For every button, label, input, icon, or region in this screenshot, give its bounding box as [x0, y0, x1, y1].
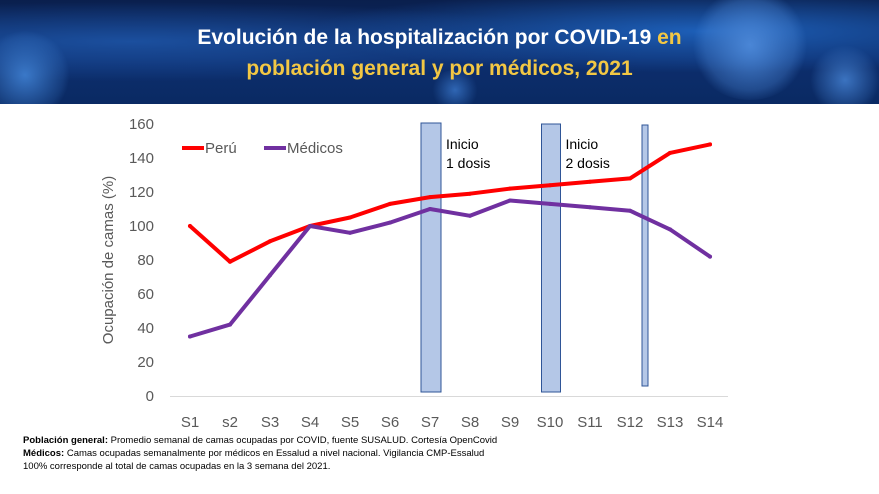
- series-1-point: [548, 183, 552, 188]
- vaccine-marker-label-1-line2: 1 dosis: [446, 155, 490, 171]
- x-tick-label: S4: [301, 414, 319, 431]
- y-tick-label: 0: [146, 388, 154, 405]
- series-line-1: [188, 142, 712, 264]
- x-tick-label: S11: [577, 414, 603, 431]
- x-tick-label: s2: [222, 414, 238, 431]
- series-1-point: [388, 201, 392, 206]
- series-1-point: [348, 215, 352, 220]
- series-2-point: [228, 322, 232, 327]
- y-axis-title: Ocupación de camas (%): [100, 176, 117, 344]
- footnote-general-text: Promedio semanal de camas ocupadas por C…: [108, 435, 498, 446]
- vaccine-marker-bar-2: [541, 123, 561, 393]
- footnote-general-label: Población general:: [23, 435, 108, 446]
- series-2-point: [668, 227, 672, 232]
- series-line-2: [188, 198, 712, 339]
- page-title: Evolución de la hospitalización por COVI…: [0, 22, 879, 84]
- y-tick-label: 120: [129, 184, 154, 201]
- x-tick-label: S5: [341, 414, 359, 431]
- series-2-point: [468, 213, 472, 218]
- title-part-yellow: en: [657, 26, 682, 49]
- x-tick-label: S1: [181, 414, 199, 431]
- virus-decoration-far-right: [810, 45, 879, 104]
- footnote-medicos-text: Camas ocupadas semanalmente por médicos …: [64, 448, 485, 459]
- line-chart: Inicio 1 dosis Inicio 2 dosis 0 20 40 60 80 100 12…: [100, 116, 728, 431]
- series-2-point: [548, 201, 552, 206]
- series-2-point: [588, 205, 592, 210]
- y-tick-label: 60: [137, 286, 154, 303]
- footnote-medicos-label: Médicos:: [23, 448, 65, 459]
- chart-area: Inicio 1 dosis Inicio 2 dosis 0 20 40 60 80 100 12…: [0, 104, 879, 434]
- virus-decoration-small: [430, 70, 480, 104]
- legend-label-2: Médicos: [287, 140, 343, 157]
- title-part-yellow-2: población general y por médicos, 2021: [246, 57, 633, 80]
- footnote-medicos: Médicos: Camas ocupadas semanalmente por…: [23, 447, 497, 460]
- series-2-point: [628, 208, 632, 213]
- series-2-point: [268, 273, 272, 278]
- series-1-point: [428, 195, 432, 200]
- x-tick-label: S6: [381, 414, 399, 431]
- y-tick-label: 100: [129, 218, 154, 235]
- footnotes: Población general: Promedio semanal de c…: [23, 434, 497, 473]
- series-1-point: [708, 142, 712, 147]
- y-tick-label: 40: [137, 320, 154, 337]
- x-tick-label: S12: [617, 414, 644, 431]
- y-tick-label: 160: [129, 116, 154, 133]
- y-tick-label: 20: [137, 354, 154, 371]
- x-tick-label: S10: [537, 414, 564, 431]
- series-1-point: [508, 186, 512, 191]
- footnote-reference: 100% corresponde al total de camas ocupa…: [23, 461, 331, 472]
- series-2-point: [348, 230, 352, 235]
- x-tick-label: S13: [657, 414, 684, 431]
- vaccine-marker-bar-3: [641, 124, 649, 387]
- x-tick-label: S3: [261, 414, 279, 431]
- series-2-point: [188, 334, 192, 339]
- series-1-point: [268, 239, 272, 244]
- x-tick-label: S8: [461, 414, 479, 431]
- legend-label-1: Perú: [205, 140, 237, 157]
- series-1-point: [228, 259, 232, 264]
- x-tick-label: S9: [501, 414, 519, 431]
- series-2-point: [508, 198, 512, 203]
- series-1-point: [588, 179, 592, 184]
- virus-decoration-right: [690, 0, 810, 100]
- vaccine-marker-label-1-line1: Inicio: [446, 136, 479, 152]
- y-tick-label: 140: [129, 150, 154, 167]
- footnote-general: Población general: Promedio semanal de c…: [23, 434, 497, 447]
- x-tick-label: S7: [421, 414, 439, 431]
- series-2-point: [308, 224, 312, 228]
- series-1-point: [468, 191, 472, 196]
- vaccine-marker-label-2-line1: Inicio: [566, 136, 599, 152]
- vaccine-marker-bar-1: [420, 122, 442, 393]
- series-1-point: [188, 224, 192, 228]
- series-1-point: [628, 176, 632, 181]
- y-tick-label: 80: [137, 252, 154, 269]
- series-2-point: [428, 207, 432, 211]
- series-1-point: [668, 150, 672, 155]
- title-part-white: Evolución de la hospitalización por COVI…: [197, 26, 652, 49]
- x-tick-label: S14: [697, 414, 724, 431]
- series-2-point: [708, 254, 712, 259]
- series-2-point: [388, 220, 392, 225]
- vaccine-marker-label-2-line2: 2 dosis: [566, 155, 610, 171]
- header-banner: Evolución de la hospitalización por COVI…: [0, 0, 879, 104]
